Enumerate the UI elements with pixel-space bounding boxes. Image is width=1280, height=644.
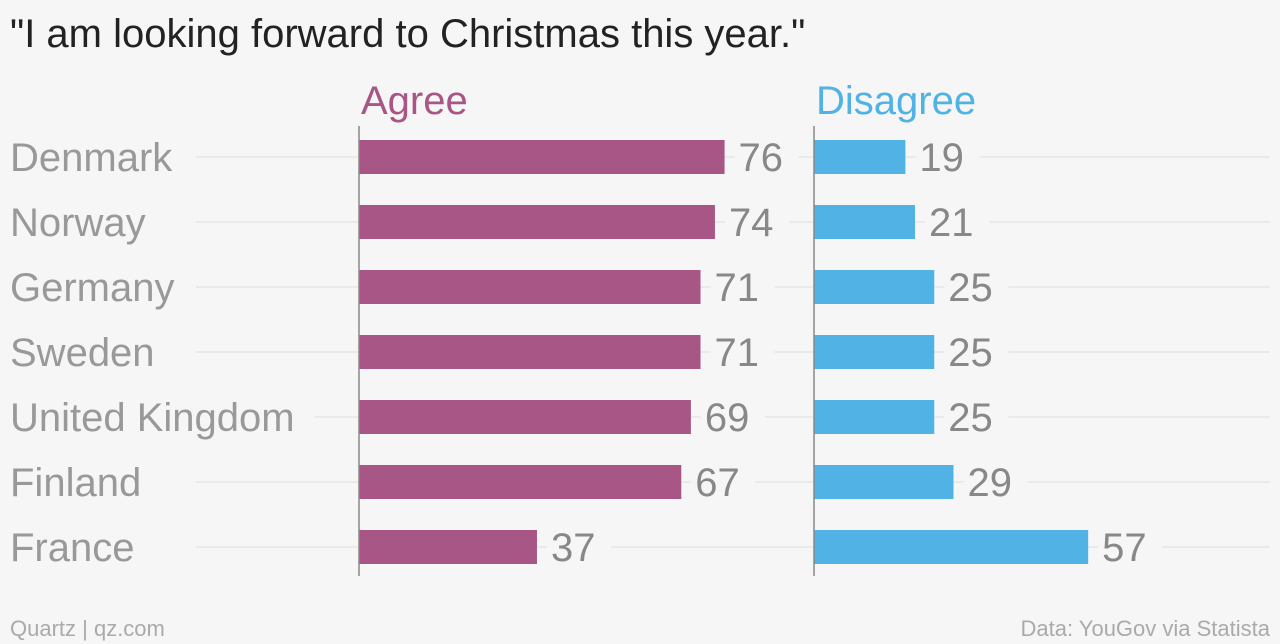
category-label-background: [8, 201, 166, 245]
category-label-background: [8, 331, 175, 375]
value-label-background: [734, 135, 799, 179]
value-label: 69: [705, 396, 750, 440]
value-label-background: [944, 395, 1009, 439]
value-label: 67: [695, 461, 740, 505]
value-label-background: [546, 525, 611, 569]
bar-disagree: [814, 335, 935, 369]
bar-disagree: [814, 270, 935, 304]
bar-disagree: [814, 530, 1089, 564]
category-label-background: [8, 526, 155, 570]
category-label: Norway: [10, 201, 146, 245]
bar-disagree: [814, 205, 916, 239]
value-label-background: [944, 265, 1009, 309]
value-label: 57: [1102, 526, 1147, 570]
footer-source-left: Quartz | qz.com: [10, 616, 165, 641]
value-label: 29: [967, 461, 1012, 505]
category-label: Finland: [10, 461, 141, 505]
value-label-background: [724, 200, 789, 244]
footer-source-right: Data: YouGov via Statista: [1020, 616, 1271, 641]
bar-agree: [359, 530, 537, 564]
bar-disagree: [814, 140, 906, 174]
value-label-background: [944, 330, 1009, 374]
value-label-background: [700, 395, 765, 439]
value-label-background: [963, 460, 1028, 504]
category-label: Denmark: [10, 136, 173, 180]
value-label-background: [710, 330, 775, 374]
value-label-background: [925, 200, 990, 244]
category-label: Germany: [10, 266, 175, 310]
value-label: 21: [929, 201, 974, 245]
value-label: 25: [948, 396, 993, 440]
bar-disagree: [814, 400, 935, 434]
series-label-disagree: Disagree: [816, 79, 976, 123]
category-label-background: [8, 266, 195, 310]
value-label: 71: [715, 266, 760, 310]
value-label: 25: [948, 331, 993, 375]
value-label-background: [710, 265, 775, 309]
category-label: United Kingdom: [10, 396, 295, 440]
value-label: 74: [729, 201, 774, 245]
category-label-background: [8, 461, 162, 505]
category-label: France: [10, 526, 135, 570]
value-label-background: [1098, 525, 1163, 569]
category-label-background: [8, 136, 194, 180]
bar-agree: [359, 205, 715, 239]
bar-agree: [359, 335, 701, 369]
value-label-background: [691, 460, 756, 504]
value-label: 37: [551, 526, 596, 570]
chart-title: "I am looking forward to Christmas this …: [10, 12, 806, 56]
value-label: 25: [948, 266, 993, 310]
value-label: 71: [715, 331, 760, 375]
value-label-background: [915, 135, 980, 179]
category-label: Sweden: [10, 331, 155, 375]
bar-agree: [359, 400, 691, 434]
bar-agree: [359, 270, 701, 304]
bar-disagree: [814, 465, 954, 499]
series-label-agree: Agree: [361, 79, 468, 123]
value-label: 76: [739, 136, 784, 180]
value-label: 19: [919, 136, 964, 180]
category-label-background: [8, 396, 315, 440]
bar-agree: [359, 140, 725, 174]
bar-agree: [359, 465, 682, 499]
